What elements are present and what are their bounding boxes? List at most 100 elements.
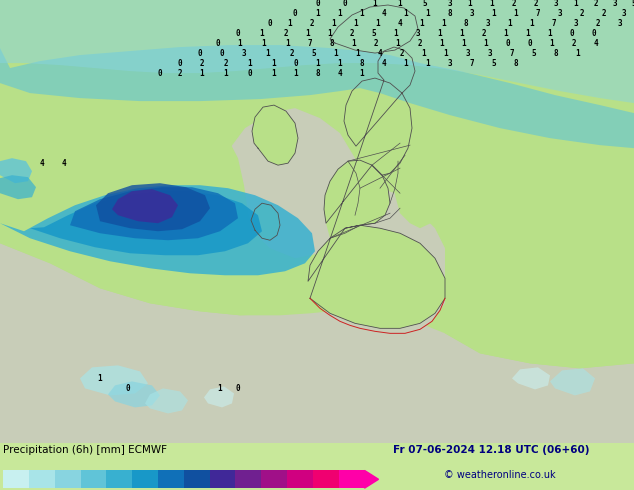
Text: 1: 1 [396,39,400,48]
Text: 4: 4 [61,159,67,168]
Polygon shape [0,175,36,199]
Text: 1: 1 [373,0,377,7]
Text: 2: 2 [290,49,294,57]
Text: 3: 3 [574,19,578,27]
Text: 1: 1 [98,374,102,383]
Text: 1: 1 [316,59,320,68]
Polygon shape [378,47,415,93]
Text: 1: 1 [503,28,508,38]
Text: 3: 3 [612,0,618,7]
Text: 1: 1 [354,19,358,27]
Text: 3: 3 [558,8,562,18]
Text: 1: 1 [444,49,448,57]
Text: 2: 2 [350,28,354,38]
Text: 1: 1 [238,39,242,48]
Text: 5: 5 [312,49,316,57]
Text: 5: 5 [372,28,377,38]
Text: 4: 4 [40,159,44,168]
Text: 7: 7 [510,49,514,57]
Text: 0: 0 [216,39,220,48]
Text: 1: 1 [352,39,356,48]
Polygon shape [252,105,298,165]
Polygon shape [225,108,360,258]
Text: Precipitation (6h) [mm] ECMWF: Precipitation (6h) [mm] ECMWF [3,445,167,455]
Text: 3: 3 [242,49,247,57]
Text: 1: 1 [489,0,495,7]
Text: 3: 3 [466,49,470,57]
Text: 3: 3 [486,19,490,27]
Text: 7: 7 [470,59,474,68]
Text: Fr 07-06-2024 12.18 UTC (06+60): Fr 07-06-2024 12.18 UTC (06+60) [393,445,590,455]
Text: 2: 2 [534,0,538,7]
Text: 4: 4 [398,19,403,27]
Text: 3: 3 [448,0,452,7]
Text: 8: 8 [514,59,519,68]
Text: 3: 3 [488,49,493,57]
Text: 0: 0 [268,19,273,27]
Text: © weatheronline.co.uk: © weatheronline.co.uk [444,470,555,481]
Text: 1: 1 [306,28,310,38]
Text: 4: 4 [382,8,386,18]
Text: 1: 1 [266,49,270,57]
Polygon shape [0,158,32,183]
Bar [235,470,261,488]
Text: 4: 4 [382,59,386,68]
Text: 4: 4 [338,69,342,77]
Text: 1: 1 [514,8,519,18]
Text: 1: 1 [422,49,426,57]
Bar [81,470,107,488]
Text: 3: 3 [470,8,474,18]
Text: 0: 0 [178,59,183,68]
Text: 8: 8 [330,39,334,48]
Text: 0: 0 [343,0,347,7]
Text: 2: 2 [596,19,600,27]
Text: 1: 1 [200,69,204,77]
Bar [29,470,55,488]
Text: 2: 2 [373,39,378,48]
Text: 1: 1 [359,69,365,77]
Text: 0: 0 [293,8,297,18]
Text: 5: 5 [631,0,634,7]
Polygon shape [395,0,634,368]
Text: 5: 5 [423,0,427,7]
Bar [3,470,29,488]
Polygon shape [308,225,445,328]
Text: 1: 1 [574,0,578,7]
Text: 1: 1 [333,49,339,57]
Text: 0: 0 [248,69,252,77]
Text: 8: 8 [448,8,452,18]
Polygon shape [85,131,102,147]
Text: 2: 2 [418,39,422,48]
Text: 1: 1 [460,28,464,38]
Text: 1: 1 [484,39,488,48]
Text: 1: 1 [442,19,446,27]
Text: 1: 1 [286,39,290,48]
Polygon shape [70,187,238,240]
Text: 8: 8 [359,59,365,68]
Polygon shape [350,188,450,333]
Text: 5: 5 [492,59,496,68]
Text: 1: 1 [332,19,336,27]
Text: 1: 1 [376,19,380,27]
Text: 2: 2 [572,39,576,48]
Polygon shape [251,203,280,240]
Text: 0: 0 [198,49,202,57]
Text: 0: 0 [236,28,240,38]
Polygon shape [30,191,262,255]
Text: 1: 1 [437,28,443,38]
Text: 1: 1 [404,59,408,68]
Text: 1: 1 [440,39,444,48]
Polygon shape [0,45,634,148]
Text: 1: 1 [224,69,228,77]
Text: 2: 2 [593,0,598,7]
Bar [55,470,81,488]
Polygon shape [344,78,412,175]
Polygon shape [550,368,595,395]
Text: 1: 1 [338,59,342,68]
Text: 1: 1 [420,19,424,27]
Text: 1: 1 [248,59,252,68]
Text: 1: 1 [398,0,403,7]
Text: 4: 4 [593,39,598,48]
Polygon shape [0,3,634,443]
Polygon shape [330,5,418,53]
